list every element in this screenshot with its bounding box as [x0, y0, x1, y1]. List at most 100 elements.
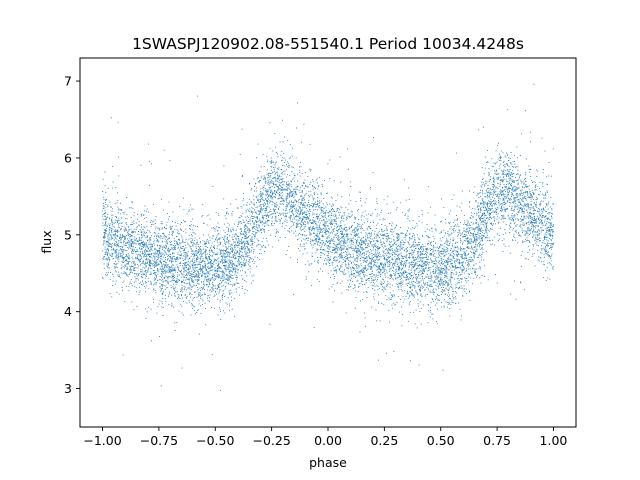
data-point — [172, 267, 173, 269]
data-point — [158, 236, 160, 238]
data-point — [233, 241, 235, 243]
data-point — [131, 230, 133, 232]
data-point — [156, 276, 157, 278]
data-point — [537, 250, 539, 252]
data-point — [451, 263, 453, 264]
data-point — [520, 220, 522, 222]
data-point — [340, 253, 341, 255]
data-point — [336, 252, 338, 254]
data-point — [414, 272, 416, 274]
data-point — [194, 285, 196, 287]
data-point — [449, 294, 451, 296]
data-point — [363, 236, 365, 238]
data-point — [438, 252, 439, 254]
data-point — [515, 202, 517, 204]
data-point — [199, 248, 201, 250]
data-point — [219, 291, 220, 293]
data-point — [390, 228, 392, 230]
data-point — [508, 194, 509, 196]
data-point — [350, 253, 351, 255]
data-point — [537, 208, 539, 210]
data-point — [257, 199, 259, 201]
data-point — [356, 250, 358, 252]
data-point — [454, 225, 456, 227]
data-point — [439, 243, 441, 245]
data-point — [144, 210, 146, 212]
data-point — [156, 250, 158, 251]
data-point — [271, 169, 272, 171]
data-point — [193, 253, 195, 255]
data-point — [544, 150, 546, 152]
data-point — [287, 185, 289, 186]
data-point — [477, 245, 478, 247]
data-point — [516, 225, 518, 227]
data-point — [392, 295, 393, 297]
data-point — [161, 241, 163, 243]
data-point — [301, 220, 302, 222]
data-point — [527, 259, 529, 260]
data-point — [320, 229, 322, 230]
data-point — [527, 245, 529, 247]
data-point — [405, 261, 407, 263]
data-point — [131, 239, 133, 241]
data-point — [315, 223, 316, 225]
data-point — [410, 269, 412, 271]
data-point — [323, 249, 324, 250]
data-point — [234, 284, 236, 286]
data-point — [221, 271, 223, 273]
data-point — [350, 255, 351, 257]
data-point — [266, 240, 268, 242]
data-point — [438, 274, 440, 276]
data-point — [262, 217, 264, 219]
data-point — [147, 280, 149, 282]
data-point — [542, 230, 544, 232]
data-point — [169, 255, 171, 257]
data-point — [299, 208, 301, 210]
data-point — [302, 217, 304, 219]
data-point — [258, 224, 260, 226]
data-point — [105, 231, 107, 232]
data-point — [135, 251, 137, 253]
data-point — [521, 230, 523, 232]
data-point — [206, 270, 207, 272]
data-point — [469, 230, 471, 232]
data-point — [223, 239, 224, 240]
data-point — [264, 208, 266, 209]
data-point — [131, 245, 133, 246]
data-point — [289, 193, 291, 195]
data-point — [550, 197, 552, 199]
data-point — [226, 211, 228, 213]
data-point — [267, 217, 269, 218]
data-point — [166, 280, 168, 282]
data-point — [431, 249, 433, 250]
data-point — [406, 275, 407, 276]
data-point — [184, 266, 186, 268]
data-point — [450, 280, 451, 282]
data-point — [513, 180, 515, 182]
data-point — [345, 260, 347, 262]
data-point — [385, 289, 387, 290]
data-point — [405, 234, 407, 236]
data-point — [315, 227, 317, 229]
data-point — [137, 255, 139, 257]
data-point — [214, 279, 216, 280]
data-point — [326, 245, 328, 247]
data-point — [248, 263, 250, 265]
data-point — [104, 236, 106, 238]
data-point — [162, 284, 164, 286]
data-point — [363, 215, 365, 217]
data-point — [542, 208, 544, 210]
data-point — [386, 256, 388, 258]
data-point — [175, 260, 177, 262]
data-point — [132, 253, 134, 255]
data-point — [310, 169, 312, 171]
data-point — [204, 251, 206, 253]
data-point — [384, 281, 385, 283]
data-point — [448, 301, 450, 303]
data-point — [370, 259, 372, 261]
data-point — [475, 251, 477, 253]
data-point — [481, 221, 483, 223]
data-point — [325, 250, 327, 252]
data-point — [545, 197, 547, 199]
data-point — [154, 228, 156, 230]
